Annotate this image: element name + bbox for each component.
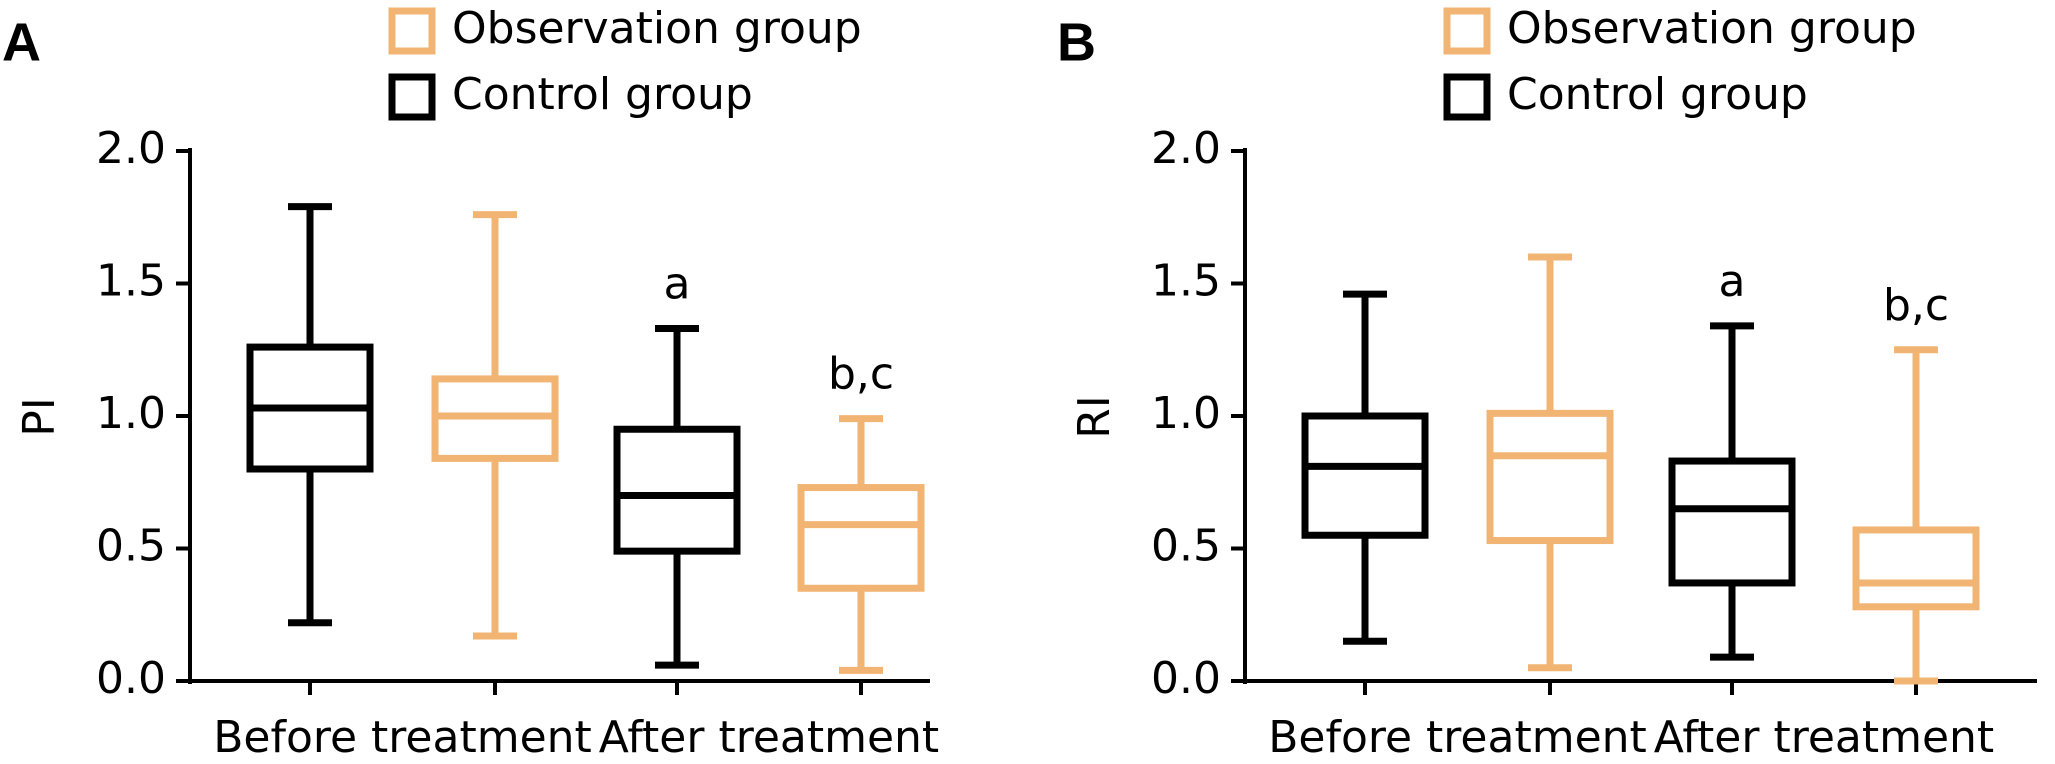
y-axis-label: PI — [14, 397, 65, 437]
annotation: a — [664, 259, 691, 310]
panel-label: A — [2, 12, 41, 72]
legend-label: Control group — [452, 69, 753, 120]
panel-label: B — [1057, 12, 1096, 72]
box — [1852, 526, 1980, 611]
y-tick-label: 0.0 — [1151, 653, 1221, 704]
y-tick-label: 0.0 — [96, 653, 166, 704]
legend-swatch — [388, 73, 436, 121]
annotation: b,c — [828, 349, 894, 400]
y-tick-label: 1.5 — [1151, 256, 1221, 307]
x-tick-label: After treatment — [599, 712, 939, 763]
x-tick-label: Before treatment — [213, 712, 592, 763]
y-tick-label: 2.0 — [96, 123, 166, 174]
y-tick-label: 2.0 — [1151, 123, 1221, 174]
annotation: a — [1719, 256, 1746, 307]
legend-swatch — [388, 7, 436, 55]
box — [1301, 412, 1429, 539]
box — [1668, 457, 1796, 587]
y-tick-label: 1.0 — [1151, 388, 1221, 439]
y-tick-label: 1.0 — [96, 388, 166, 439]
box — [1486, 409, 1614, 545]
legend-swatch — [1443, 73, 1491, 121]
annotation: b,c — [1883, 280, 1949, 331]
x-tick-label: After treatment — [1654, 712, 1994, 763]
box — [613, 425, 741, 555]
legend-label: Observation group — [1507, 3, 1917, 54]
y-axis-label: RI — [1069, 395, 1120, 439]
legend-label: Observation group — [452, 3, 862, 54]
legend-label: Control group — [1507, 69, 1808, 120]
x-tick-label: Before treatment — [1268, 712, 1647, 763]
y-tick-label: 0.5 — [1151, 521, 1221, 572]
y-tick-label: 1.5 — [96, 256, 166, 307]
y-tick-label: 0.5 — [96, 521, 166, 572]
legend-swatch — [1443, 7, 1491, 55]
box — [797, 484, 925, 592]
